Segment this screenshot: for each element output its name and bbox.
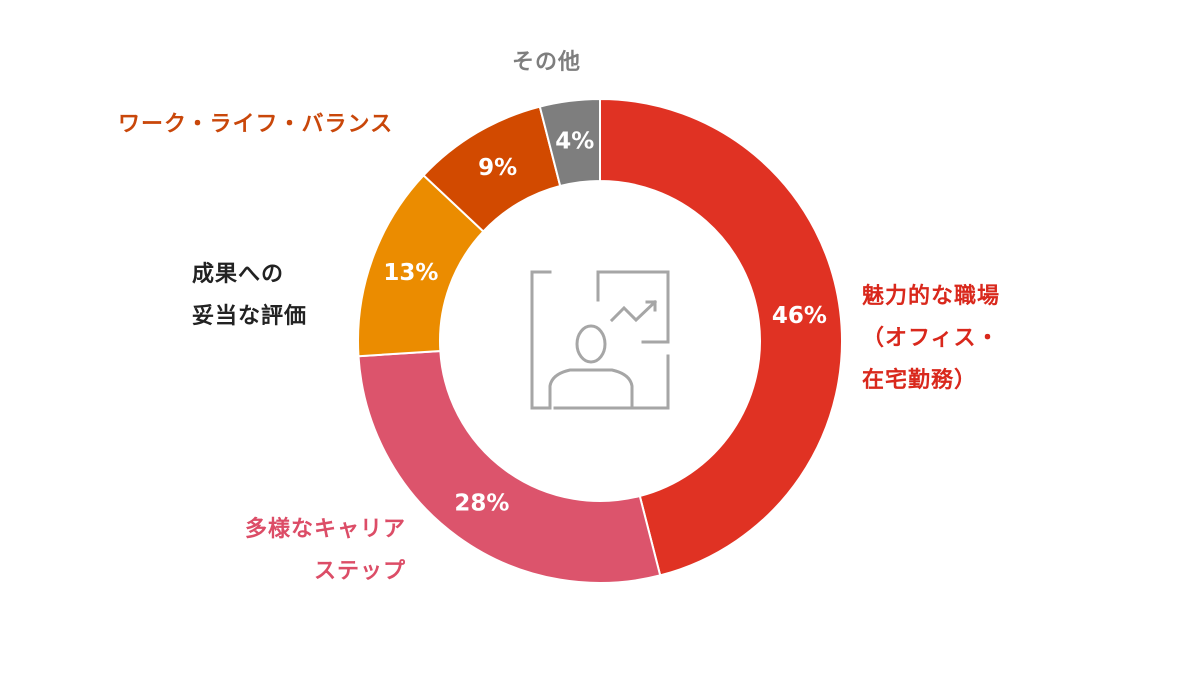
value-label-work-life-balance: 9% — [478, 155, 517, 181]
slice-other — [538, 97, 601, 188]
value-label-fair-evaluation: 13% — [383, 260, 438, 286]
label-diverse-career: 多様なキャリア ステップ — [244, 517, 406, 584]
label-attractive-workplace: 魅力的な職場 （オフィス・ 在宅勤務） — [862, 284, 1001, 393]
label-fair-evaluation: 成果への 妥当な評価 — [192, 262, 308, 329]
value-label-attractive-workplace: 46% — [772, 303, 827, 329]
slice-diverse-career — [357, 349, 662, 584]
presenter-chart-icon — [530, 270, 670, 410]
slice-attractive-workplace — [599, 97, 843, 577]
label-work-life-balance: ワーク・ライフ・バランス — [118, 112, 394, 137]
label-other: その他 — [512, 50, 582, 75]
value-label-diverse-career: 28% — [454, 491, 509, 517]
value-label-other: 4% — [555, 129, 594, 155]
